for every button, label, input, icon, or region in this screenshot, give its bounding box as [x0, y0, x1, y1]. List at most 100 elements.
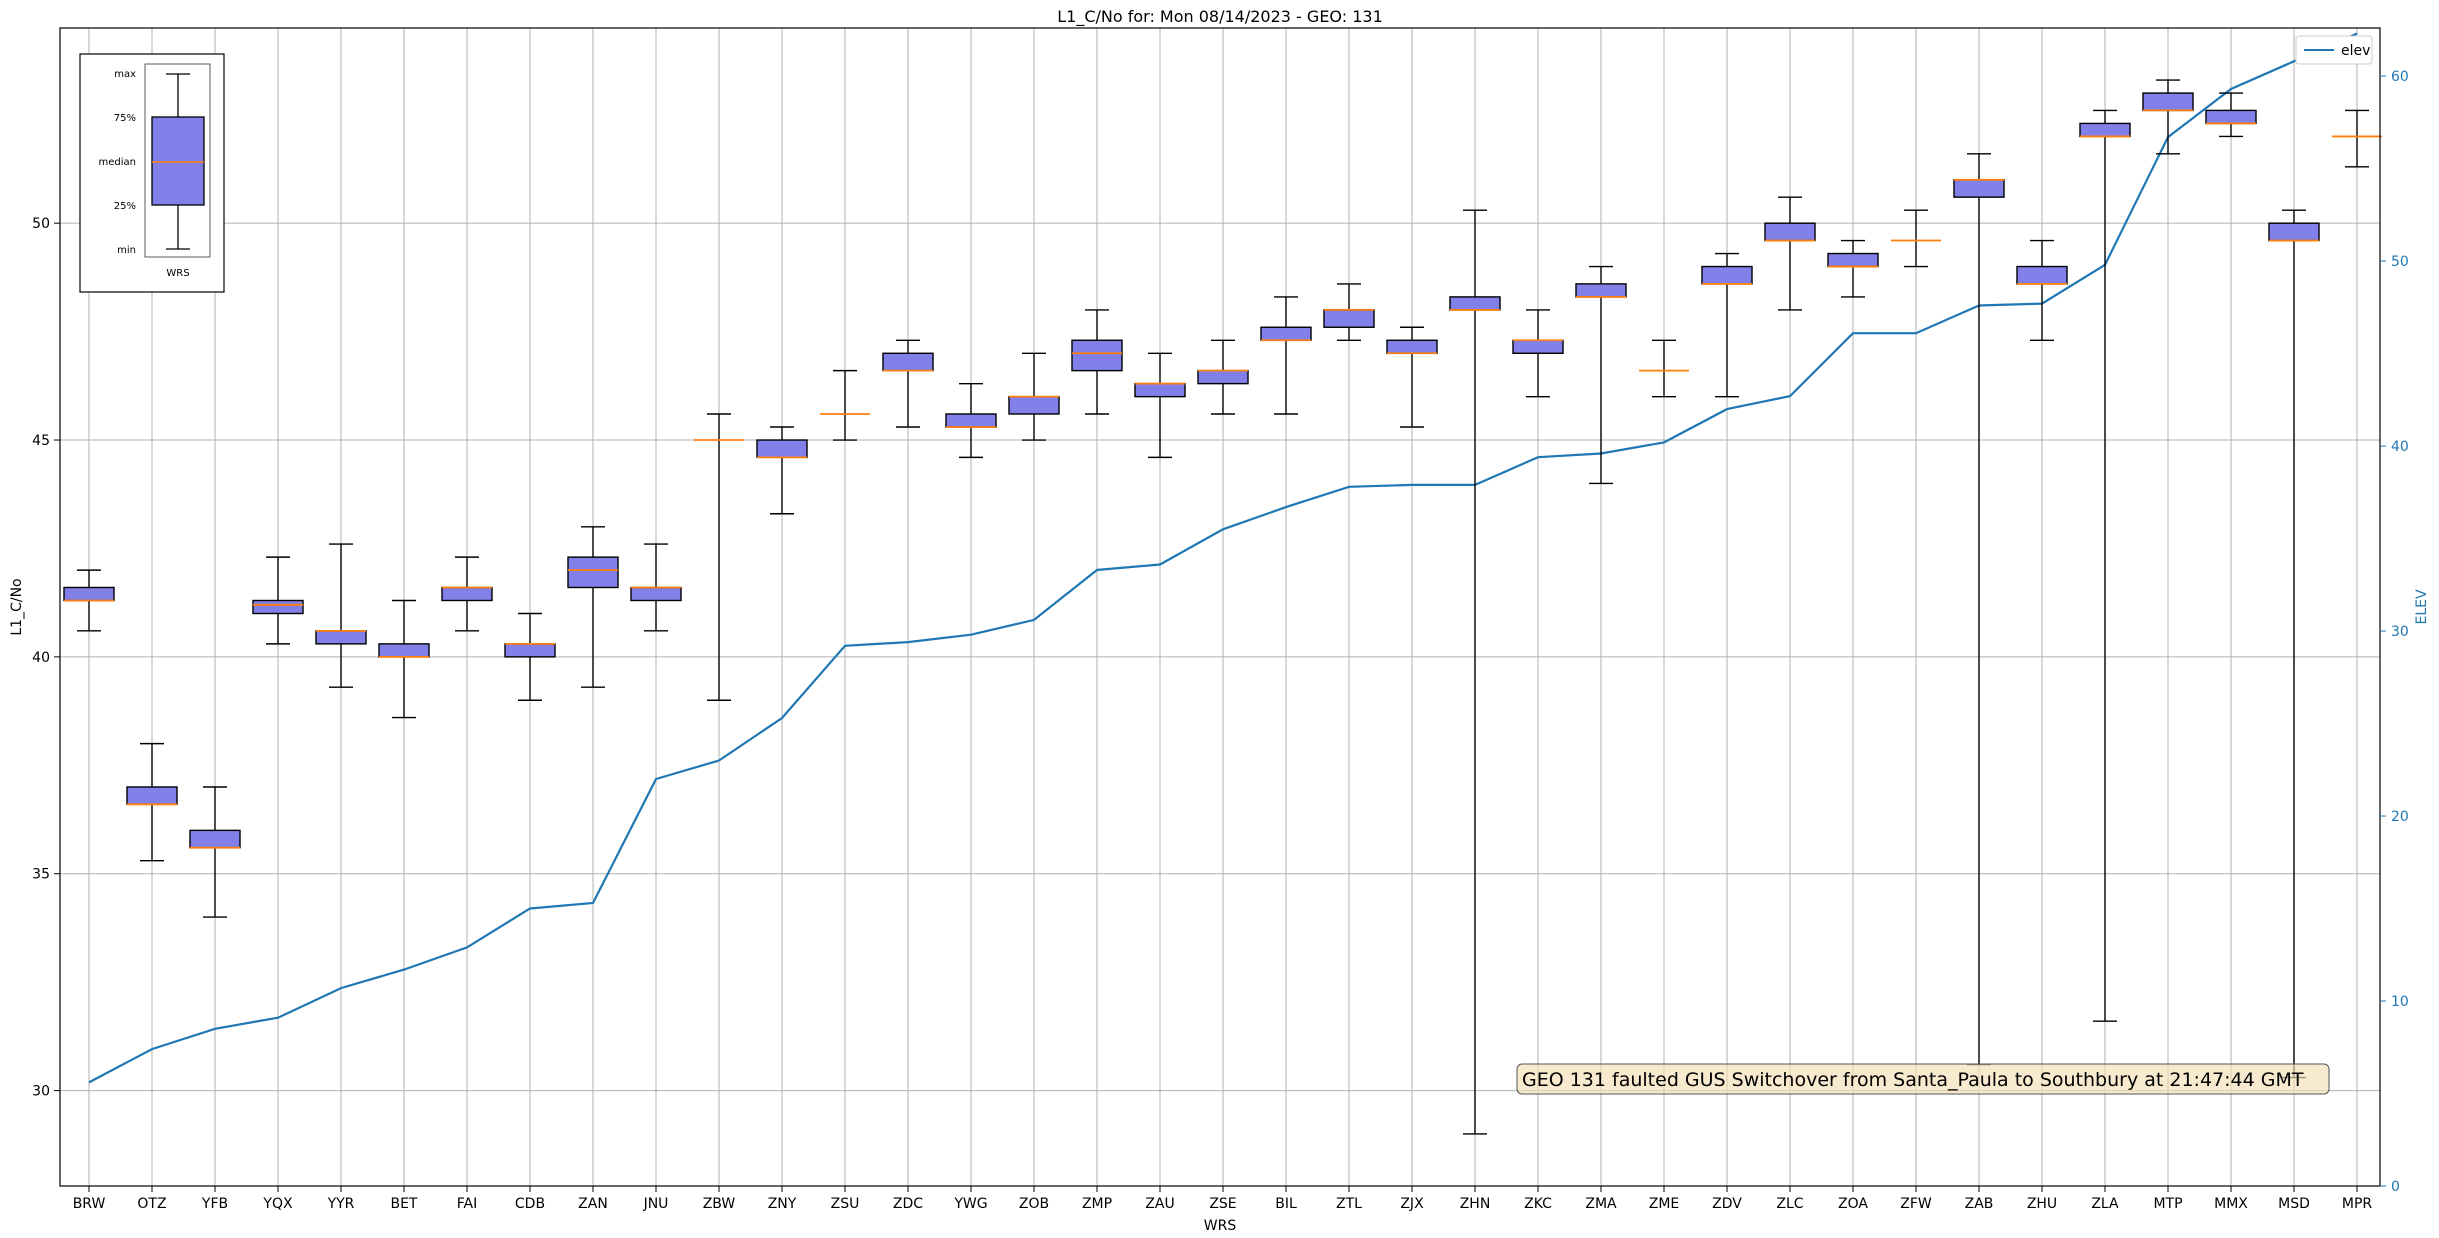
- box-zbw: [694, 413, 744, 701]
- box-yqx: [252, 556, 304, 645]
- x-tick-label: YYR: [327, 1196, 355, 1212]
- x-tick-label: ZHN: [1460, 1196, 1491, 1212]
- box-zlc: [1764, 196, 1816, 311]
- inset-label-min: min: [117, 245, 136, 256]
- box-jnu: [630, 543, 682, 632]
- x-tick-label: YQX: [262, 1196, 293, 1212]
- x-tick-label: MTP: [2153, 1196, 2182, 1212]
- x-tick-label: YFB: [201, 1196, 228, 1212]
- x-tick-label: MMX: [2214, 1196, 2248, 1212]
- box-iqr: [1134, 382, 1186, 398]
- box-zfw: [1891, 209, 1941, 268]
- box-ztl: [1323, 283, 1375, 341]
- x-tick-label: ZDV: [1712, 1196, 1742, 1212]
- x-tick-label: BIL: [1275, 1196, 1297, 1212]
- box-iqr: [1386, 339, 1438, 354]
- y-tick-label: 50: [32, 216, 50, 232]
- box-iqr: [1764, 222, 1816, 242]
- x-tick-label: CDB: [515, 1196, 545, 1212]
- fault-annotation: GEO 131 faulted GUS Switchover from Sant…: [1516, 1063, 2330, 1095]
- x-tick-label: ZME: [1649, 1196, 1680, 1212]
- box-zla: [2079, 109, 2131, 1022]
- x-tick-label: JNU: [643, 1196, 669, 1212]
- y2-axis-label: ELEV: [2414, 589, 2430, 624]
- y2-tick-label: 60: [2391, 69, 2409, 85]
- axes: 30 35 40 45 50 0 10 20 30 40 50 60 BRW OTZ YFB YQX YYR BE…: [32, 69, 2409, 1212]
- box-iqr: [1008, 395, 1060, 415]
- x-tick-label: ZNY: [768, 1196, 797, 1212]
- box-iqr: [126, 786, 178, 806]
- box-iqr: [630, 586, 682, 602]
- box-zab: [1953, 153, 2005, 1066]
- legend: elev: [2295, 35, 2373, 65]
- box-cdb: [504, 612, 556, 701]
- box-zoa: [1827, 239, 1879, 298]
- box-iqr: [1323, 309, 1375, 328]
- inset-xlabel: WRS: [166, 268, 189, 279]
- box-zdv: [1701, 252, 1753, 398]
- box-zhn: [1449, 209, 1501, 1135]
- x-axis-label: WRS: [1204, 1218, 1237, 1234]
- box-mtp: [2142, 79, 2194, 155]
- inset-label-q1: 25%: [114, 201, 136, 212]
- box-msd: [2268, 209, 2320, 1079]
- box-mpr: [2332, 109, 2382, 168]
- box-yfb: [189, 786, 241, 918]
- box-zny: [756, 426, 808, 515]
- x-tick-label: ZKC: [1524, 1196, 1552, 1212]
- inset-label-max: max: [114, 69, 136, 80]
- box-iqr: [2079, 122, 2131, 138]
- y-tick-label: 30: [32, 1084, 50, 1100]
- x-tick-label: BET: [390, 1196, 417, 1212]
- x-tick-label: MSD: [2278, 1196, 2310, 1212]
- x-tick-label: ZTL: [1336, 1196, 1362, 1212]
- x-tick-label: ZAU: [1145, 1196, 1174, 1212]
- box-iqr: [1701, 265, 1753, 285]
- box-iqr: [1575, 283, 1627, 298]
- y-tick-label: 40: [32, 650, 50, 666]
- x-tick-label: ZHU: [2027, 1196, 2057, 1212]
- x-tick-label: ZOB: [1019, 1196, 1049, 1212]
- box-iqr: [2142, 92, 2194, 112]
- box-zdc: [882, 339, 934, 428]
- box-iqr: [882, 352, 934, 372]
- x-tick-label: FAI: [457, 1196, 477, 1212]
- inset-label-q3: 75%: [114, 113, 136, 124]
- box-zse: [1197, 339, 1249, 415]
- x-tick-label: ZMP: [1082, 1196, 1112, 1212]
- box-iqr: [252, 599, 304, 615]
- x-tick-label: MPR: [2342, 1196, 2373, 1212]
- x-tick-label: ZLC: [1776, 1196, 1803, 1212]
- x-tick-label: ZLA: [2091, 1196, 2119, 1212]
- x-tick-label: ZFW: [1900, 1196, 1932, 1212]
- box-iqr: [1827, 252, 1879, 268]
- x-tick-label: ZSE: [1209, 1196, 1236, 1212]
- y2-tick-label: 0: [2391, 1179, 2400, 1195]
- x-tick-label: ZOA: [1838, 1196, 1868, 1212]
- plot-frame: [59, 27, 2381, 1187]
- x-tick-label: OTZ: [137, 1196, 166, 1212]
- box-zob: [1008, 352, 1060, 441]
- chart-title: L1_C/No for: Mon 08/14/2023 - GEO: 131: [1057, 7, 1383, 27]
- box-zme: [1639, 339, 1689, 398]
- y2-tick-label: 20: [2391, 809, 2409, 825]
- box-iqr: [1953, 179, 2005, 198]
- box-iqr: [2205, 109, 2257, 125]
- box-iqr: [1512, 339, 1564, 354]
- box-iqr: [1197, 369, 1249, 385]
- y-tick-label: 35: [32, 867, 50, 883]
- y2-tick-label: 10: [2391, 994, 2409, 1010]
- box-bil: [1260, 296, 1312, 415]
- box-ywg: [945, 382, 997, 459]
- box-iqr: [1449, 296, 1501, 311]
- box-iqr: [1071, 339, 1123, 372]
- box-iqr: [2268, 222, 2320, 242]
- inset-boxplot-key: max 75% median 25% min WRS: [79, 53, 225, 293]
- box-zau: [1134, 352, 1186, 459]
- box-zma: [1575, 265, 1627, 485]
- inset-label-median: median: [99, 157, 137, 168]
- box-iqr: [567, 556, 619, 589]
- box-otz: [126, 742, 178, 862]
- inset-box: [151, 116, 205, 206]
